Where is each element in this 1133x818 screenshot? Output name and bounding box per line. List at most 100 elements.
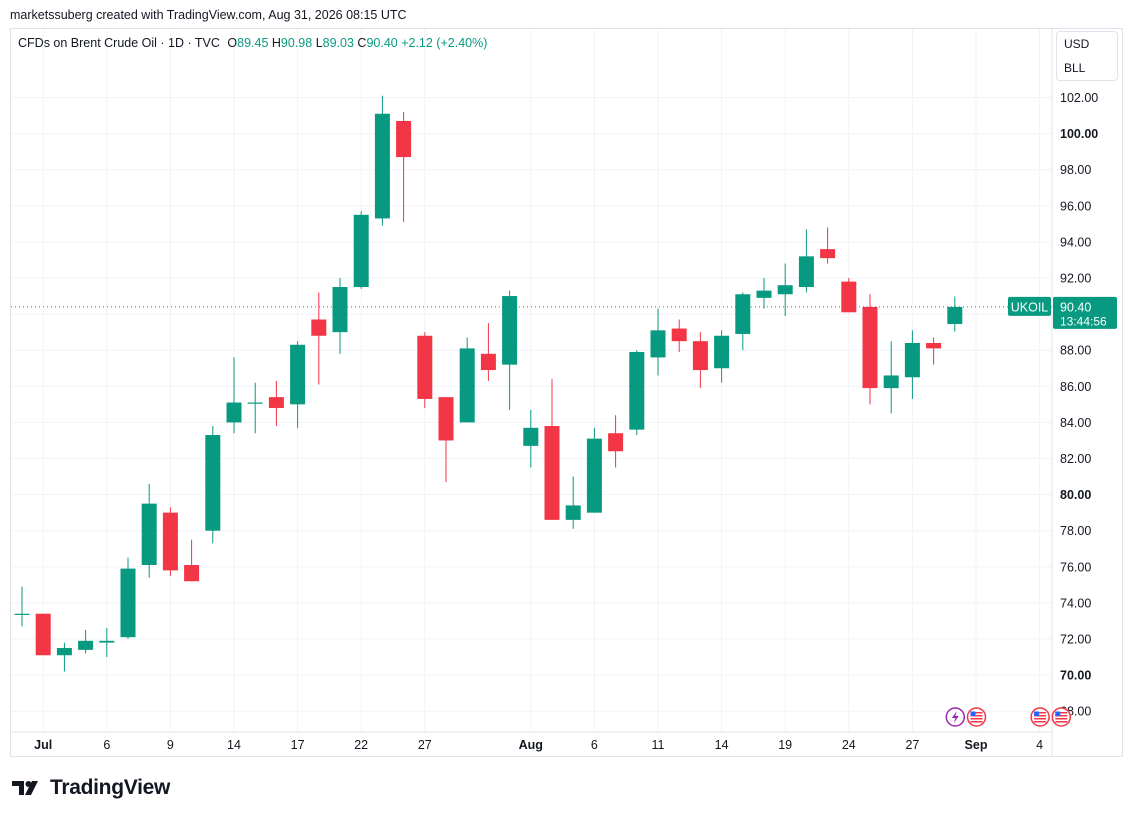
x-tick-label: 17 xyxy=(291,738,305,752)
candle-down xyxy=(396,120,412,158)
event-us-flag-icon xyxy=(1030,707,1050,727)
candle-up xyxy=(205,435,221,531)
tradingview-logo-text: TradingView xyxy=(50,776,171,799)
candle-down xyxy=(608,433,624,452)
countdown-label: 13:44:56 xyxy=(1060,314,1107,328)
candle-down xyxy=(820,249,836,259)
symbol-tag-label: UKOIL xyxy=(1011,300,1049,314)
measure-unit[interactable]: BLL xyxy=(1064,61,1086,75)
candle-down xyxy=(438,397,454,441)
flag-canton xyxy=(1055,711,1061,716)
y-tick-label: 98.00 xyxy=(1060,163,1091,177)
y-tick-label: 82.00 xyxy=(1060,452,1091,466)
candle-down xyxy=(862,306,878,389)
candle-up xyxy=(883,375,899,389)
candle-up xyxy=(374,113,390,219)
y-tick-label: 76.00 xyxy=(1060,560,1091,574)
currency-unit[interactable]: USD xyxy=(1064,37,1090,51)
y-tick-label: 94.00 xyxy=(1060,235,1091,249)
candle-up xyxy=(141,503,157,565)
candle-up xyxy=(353,214,369,288)
x-tick-label: Jul xyxy=(34,738,52,752)
candle-up xyxy=(714,335,730,369)
y-tick-label: 88.00 xyxy=(1060,344,1091,358)
flag-stripe xyxy=(1055,715,1068,717)
candle-down xyxy=(162,512,178,571)
candle-down xyxy=(671,328,687,342)
candle-down xyxy=(184,564,200,582)
x-tick-label: 14 xyxy=(715,738,729,752)
flag-stripe xyxy=(970,712,983,714)
legend-close-value: 90.40 xyxy=(366,36,398,50)
legend-change: +2.12 (+2.40%) xyxy=(401,36,488,50)
legend-close-label: C xyxy=(357,36,367,50)
x-tick-label: 6 xyxy=(103,738,110,752)
candle-down xyxy=(841,281,857,313)
x-tick-label: 27 xyxy=(418,738,432,752)
x-tick-label: 19 xyxy=(778,738,792,752)
bolt-glyph xyxy=(951,711,959,723)
legend-open-value: 89.45 xyxy=(237,36,269,50)
y-tick-label: 80.00 xyxy=(1060,488,1091,502)
tradingview-logo[interactable]: TradingView xyxy=(12,776,170,800)
y-tick-label: 86.00 xyxy=(1060,380,1091,394)
x-tick-label: 22 xyxy=(354,738,368,752)
candle-down xyxy=(692,341,708,371)
candle-up xyxy=(332,287,348,333)
candle-up xyxy=(777,285,793,295)
candle-down xyxy=(926,342,942,349)
flag-stripe xyxy=(1034,715,1047,717)
tradingview-logo-icon xyxy=(12,781,38,795)
event-us-flag-icon xyxy=(966,707,987,727)
candle-up xyxy=(629,352,645,430)
candle-up xyxy=(99,640,115,643)
candle-up xyxy=(565,505,581,520)
candle-up xyxy=(56,648,72,656)
y-tick-label: 96.00 xyxy=(1060,199,1091,213)
flag-stripe xyxy=(1055,712,1068,714)
y-tick-label: 84.00 xyxy=(1060,416,1091,430)
price-units-box[interactable]: USD BLL xyxy=(1056,31,1118,81)
legend-high-label: H xyxy=(271,36,281,50)
x-tick-label: 9 xyxy=(167,738,174,752)
flag-stripe xyxy=(1034,712,1047,714)
flag-stripe xyxy=(1034,721,1047,723)
x-tick-label: 11 xyxy=(652,738,665,752)
candle-up xyxy=(247,402,263,404)
candle-down xyxy=(311,319,327,336)
x-tick-label: 4 xyxy=(1036,738,1043,752)
flag-stripe xyxy=(1055,718,1068,720)
flag-stripe xyxy=(970,715,983,717)
legend-low-value: 89.03 xyxy=(322,36,354,50)
candle-down xyxy=(480,353,496,371)
y-tick-label: 70.00 xyxy=(1060,669,1091,683)
chart-attribution: marketssuberg created with TradingView.c… xyxy=(10,8,407,22)
candle-up xyxy=(735,294,751,334)
candle-up xyxy=(14,613,30,615)
candle-up xyxy=(586,438,602,513)
candle-down xyxy=(35,613,51,656)
event-us-flag-icon xyxy=(1051,707,1072,727)
x-tick-label: Sep xyxy=(965,738,988,752)
candle-up xyxy=(459,348,475,423)
candle-up xyxy=(798,256,814,288)
x-tick-label: 24 xyxy=(842,738,856,752)
candle-up xyxy=(904,342,920,378)
flag-stripe xyxy=(970,718,983,720)
candle-up xyxy=(120,568,136,638)
candle-down xyxy=(417,335,433,399)
last-price-label: 90.40 xyxy=(1060,300,1091,314)
symbol-tag xyxy=(1008,296,1051,316)
legend-open-label: O xyxy=(227,36,238,50)
x-tick-label: 14 xyxy=(227,738,241,752)
candle-down xyxy=(544,426,560,520)
candle-up xyxy=(947,306,963,325)
flag-canton xyxy=(970,711,976,716)
chart-frame xyxy=(10,28,1123,757)
y-tick-label: 102.00 xyxy=(1060,91,1098,105)
y-tick-label: 78.00 xyxy=(1060,524,1091,538)
y-tick-label: 100.00 xyxy=(1060,127,1098,141)
candle-up xyxy=(226,402,242,423)
legend-high-value: 90.98 xyxy=(280,36,313,50)
